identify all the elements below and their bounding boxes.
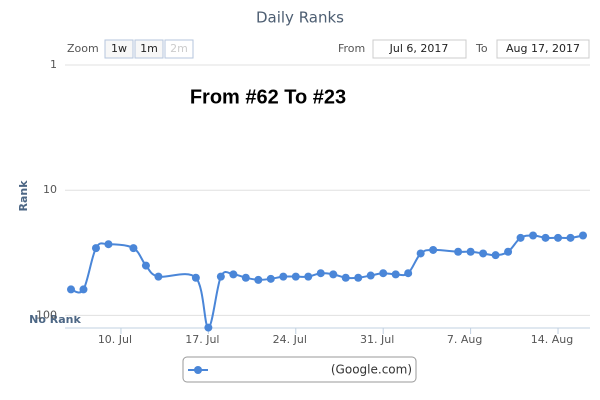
- legend-box: [182, 356, 417, 383]
- point: [379, 269, 388, 278]
- point: [154, 272, 163, 281]
- point: [529, 231, 538, 240]
- zoom-button-label[interactable]: 1w: [111, 42, 127, 55]
- zoom-button-label: 2m: [170, 42, 188, 55]
- to-label: To: [475, 42, 488, 55]
- point: [416, 249, 425, 258]
- zoom-button: [164, 39, 194, 59]
- point: [316, 269, 325, 278]
- point: [516, 233, 525, 242]
- point: [454, 247, 463, 256]
- point: [79, 285, 88, 294]
- point: [91, 244, 100, 253]
- point: [391, 270, 400, 279]
- point: [566, 233, 575, 242]
- point: [279, 272, 288, 281]
- point: [304, 272, 313, 281]
- point: [504, 247, 513, 256]
- point: [366, 271, 375, 280]
- point: [541, 233, 550, 242]
- y-tick-label: 1: [50, 58, 57, 71]
- to-input[interactable]: [496, 39, 590, 59]
- point: [216, 272, 225, 281]
- x-tick-label: 14. Aug: [531, 333, 573, 346]
- y-tick-label: 10: [43, 183, 57, 196]
- zoom-button-label[interactable]: 1m: [140, 42, 158, 55]
- point: [291, 272, 300, 281]
- point: [204, 323, 213, 332]
- point: [429, 245, 438, 254]
- point: [491, 251, 500, 260]
- point: [67, 285, 75, 294]
- point: [129, 244, 138, 253]
- point: [254, 275, 263, 284]
- x-tick-label: 7. Aug: [447, 333, 482, 346]
- x-tick-label: 24. Jul: [273, 333, 307, 346]
- y-axis-label: Rank: [17, 180, 30, 212]
- point: [104, 240, 113, 249]
- point: [354, 273, 363, 282]
- point: [404, 269, 413, 278]
- zoom-button[interactable]: [134, 39, 164, 59]
- point: [341, 273, 350, 282]
- point: [191, 273, 200, 282]
- x-tick-label: 17. Jul: [185, 333, 219, 346]
- point: [241, 273, 250, 282]
- chart-title: Daily Ranks: [256, 9, 344, 27]
- point: [579, 231, 587, 240]
- legend-label: (Google.com): [331, 363, 412, 377]
- point: [141, 261, 150, 270]
- point: [266, 274, 275, 283]
- to-date[interactable]: Aug 17, 2017: [506, 42, 580, 55]
- x-tick-label: 10. Jul: [98, 333, 132, 346]
- annotation: From #62 To #23: [190, 86, 346, 108]
- from-date[interactable]: Jul 6, 2017: [389, 42, 449, 55]
- zoom-button[interactable]: [104, 39, 134, 59]
- point: [329, 270, 338, 279]
- x-tick-label: 31. Jul: [360, 333, 394, 346]
- point: [554, 233, 563, 242]
- point: [466, 247, 475, 256]
- from-input[interactable]: [372, 39, 467, 59]
- no-rank-label: No Rank: [29, 313, 81, 326]
- y-tick-label: 100: [36, 308, 57, 321]
- legend-marker: [194, 366, 202, 374]
- point: [229, 270, 238, 279]
- from-label: From: [338, 42, 365, 55]
- point: [479, 249, 488, 258]
- zoom-label: Zoom: [67, 42, 99, 55]
